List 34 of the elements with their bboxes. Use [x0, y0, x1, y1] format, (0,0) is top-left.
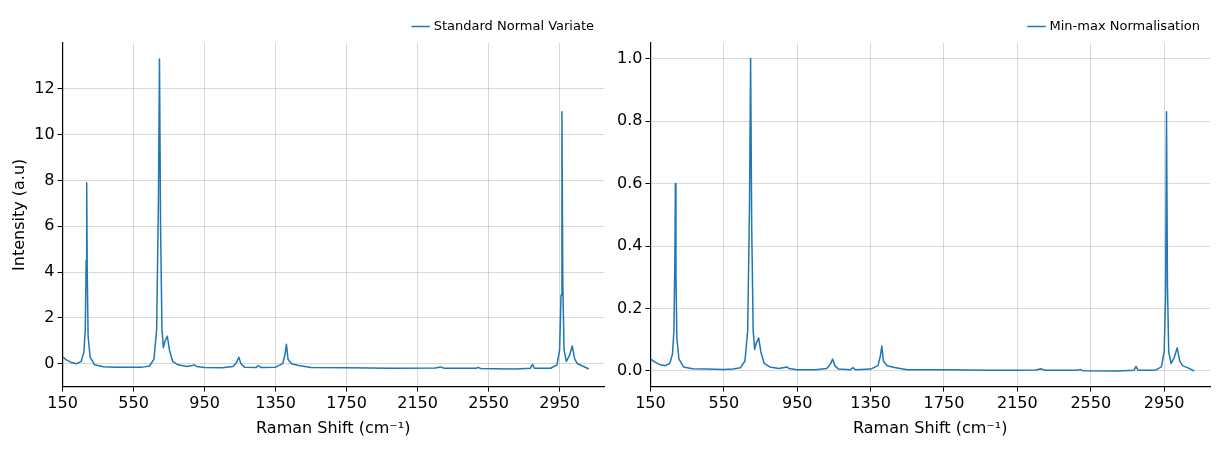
x-tick-label: 2150	[997, 393, 1038, 413]
legend-label: Standard Normal Variate	[433, 17, 594, 33]
x-tick-label: 1350	[255, 393, 296, 413]
x-tick-label: 150	[47, 393, 78, 413]
x-tick-label: 950	[781, 393, 813, 413]
x-tick-label: 1350	[850, 393, 891, 413]
x-tick-label: 2950	[539, 393, 580, 413]
x-tick-label: 950	[189, 393, 220, 413]
y-tick-label: 10	[34, 123, 55, 143]
y-tick-label: 6	[44, 215, 55, 235]
x-tick-label: 2150	[397, 393, 438, 413]
x-axis-title: Raman Shift (cm⁻¹)	[853, 417, 1008, 437]
y-tick-label: 0.4	[616, 235, 643, 255]
x-tick-label: 2550	[1070, 393, 1112, 413]
x-tick-label: 550	[118, 393, 149, 413]
y-tick-label: 1.0	[616, 47, 643, 67]
x-tick-label: 2550	[468, 393, 509, 413]
y-tick-label: 0.8	[616, 110, 643, 130]
y-tick-label: 0.0	[616, 360, 643, 380]
y-tick-label: 2	[44, 307, 55, 327]
x-tick-label: 1750	[326, 393, 367, 413]
x-tick-label: 150	[635, 393, 666, 413]
legend-label: Min-max Normalisation	[1049, 17, 1201, 33]
y-tick-label: 0.2	[616, 297, 643, 317]
y-tick-label: 12	[34, 77, 55, 97]
y-tick-label: 8	[44, 169, 55, 189]
x-tick-label: 2950	[1143, 393, 1185, 413]
y-tick-label: 4	[44, 261, 55, 281]
y-tick-label: 0.6	[616, 172, 643, 192]
x-axis-title: Raman Shift (cm⁻¹)	[256, 417, 411, 437]
x-tick-label: 1750	[923, 393, 965, 413]
x-tick-label: 550	[708, 393, 740, 413]
y-tick-label: 0	[44, 352, 55, 372]
y-axis-title: Intensity (a.u)	[8, 158, 28, 271]
